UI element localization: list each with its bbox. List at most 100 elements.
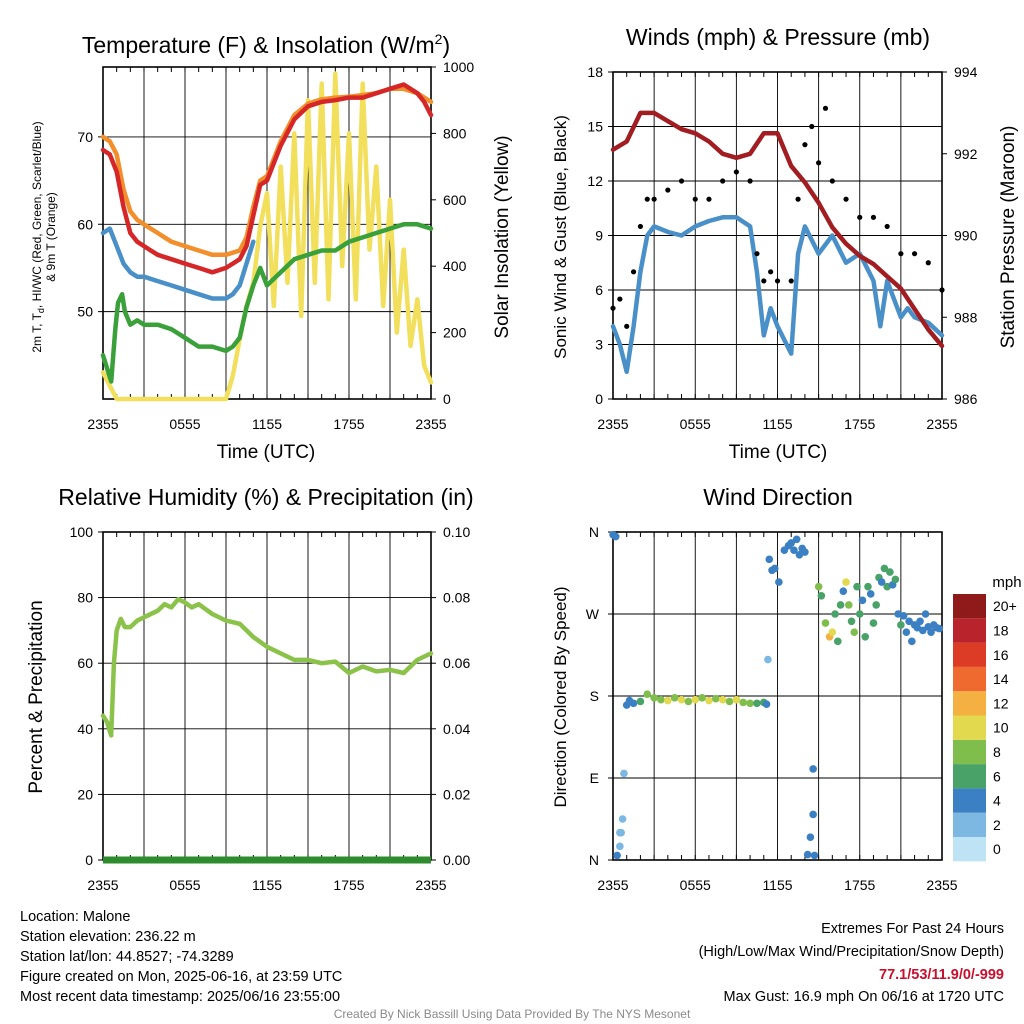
direction-y-tick-label: S (590, 688, 599, 704)
temperature-y-tick-label: 70 (77, 129, 93, 145)
winds-series-gust-point (809, 123, 815, 130)
winds-series-gust-point (678, 178, 685, 184)
direction-point (712, 694, 720, 703)
temperature-xlabel: Time (UTC) (217, 442, 316, 463)
winds-y-tick-label: 12 (587, 173, 603, 189)
winds-series-gust-point (692, 196, 698, 202)
temperature-y-tick-label: 60 (77, 216, 93, 232)
winds-series-gust-point (795, 196, 801, 202)
humidity-y2-tick-label: 0.06 (443, 655, 470, 671)
humidity-x-tick-label: 2355 (415, 877, 446, 893)
humidity-title: Relative Humidity (%) & Precipitation (i… (58, 484, 473, 510)
direction-y-tick-label: E (590, 770, 599, 786)
colorbar-swatch (953, 837, 986, 862)
direction-point (880, 564, 889, 573)
colorbar-label: 16 (993, 647, 1009, 663)
direction-y-tick-label: N (589, 852, 599, 868)
temperature-x-tick-label: 2355 (87, 416, 118, 432)
winds-y-tick-label: 0 (595, 391, 603, 407)
direction-point (803, 850, 812, 859)
colorbar-swatch (953, 594, 986, 619)
direction-point (847, 617, 856, 626)
winds-y-tick-label: 6 (595, 282, 603, 298)
direction-point (643, 690, 652, 698)
winds-x-tick-label: 1755 (844, 416, 875, 432)
direction-point (902, 628, 911, 637)
temperature-x-tick-label: 2355 (415, 416, 446, 432)
direction-point (765, 555, 774, 564)
humidity-y2-tick-label: 0.02 (443, 786, 470, 802)
winds-series-gust-point (774, 278, 781, 284)
direction-point (853, 582, 861, 591)
direction-point (916, 617, 924, 626)
colorbar-swatch (953, 691, 986, 716)
direction-point (814, 582, 823, 591)
direction-point (828, 628, 837, 637)
direction-point (677, 695, 686, 704)
colorbar-label: 8 (993, 744, 1001, 760)
winds-series-gust-point (617, 296, 623, 302)
direction-point (670, 694, 679, 702)
temperature-ylabel-left-line2: & 9m T (Orange) (44, 192, 58, 282)
winds-series-gust-point (747, 178, 753, 184)
winds-title: Winds (mph) & Pressure (mb) (626, 24, 930, 50)
colorbar-swatch (953, 618, 986, 643)
direction-point (705, 696, 713, 705)
temperature-title: Temperature (F) & Insolation (W/m2) (82, 31, 450, 58)
winds-series-gust-point (857, 214, 863, 220)
winds-x-tick-label: 1155 (762, 416, 792, 432)
winds-x-tick-label: 2355 (926, 416, 957, 432)
winds-y-tick-label: 3 (595, 337, 603, 353)
colorbar: 0 2 4 6 8 10 12 14 16 18 20+ (953, 594, 1017, 862)
direction-point (718, 695, 727, 704)
colorbar-label: 20+ (993, 598, 1017, 614)
direction-point (817, 591, 826, 600)
temperature-ylabel-right: Solar Insolation (Yellow) (492, 135, 513, 338)
winds-series-gust-point (761, 278, 767, 284)
direction-point (836, 601, 845, 609)
direction-point (770, 564, 779, 573)
colorbar-label: 2 (993, 817, 1001, 833)
temperature-y2-tick-label: 400 (443, 258, 467, 274)
humidity-y2-tick-label: 0.00 (443, 852, 470, 868)
direction-point (792, 535, 801, 544)
direction-y-tick-label: W (586, 606, 600, 622)
humidity-y-tick-label: 20 (77, 786, 93, 802)
direction-point (684, 697, 693, 706)
winds-series-gust-point (843, 196, 849, 202)
colorbar-swatch (953, 788, 986, 813)
winds-y2-tick-label: 986 (954, 391, 978, 407)
direction-point (698, 694, 706, 702)
winds-series-gust-point (788, 278, 794, 284)
direction-point (919, 626, 927, 635)
humidity-y2-tick-label: 0.08 (443, 590, 470, 606)
direction-point (855, 610, 864, 618)
humidity-y-tick-label: 100 (70, 524, 94, 540)
winds-series-gust-point (768, 269, 774, 275)
temperature-y2-tick-label: 0 (443, 391, 451, 407)
temperature-series-solar-insolation (100, 71, 434, 402)
direction-point (739, 698, 748, 707)
direction-point (809, 810, 817, 819)
winds-series-gust-point (939, 287, 945, 293)
temperature-y2-tick-label: 800 (443, 125, 467, 141)
max-gust: Max Gust: 16.9 mph On 06/16 at 1720 UTC (723, 989, 1004, 1005)
temperature-series-td (100, 222, 434, 384)
winds-series-station-pressure (610, 110, 945, 349)
winds-series-gust-point (754, 251, 760, 257)
temperature-x-tick-label: 0555 (169, 416, 200, 432)
winds-series-gust-point (706, 196, 712, 202)
winds-y2-tick-label: 994 (954, 64, 978, 80)
winds-xlabel: Time (UTC) (729, 442, 828, 463)
humidity-y-tick-label: 80 (77, 590, 93, 606)
winds-series-gust-point (610, 305, 616, 311)
colorbar-title: mph (992, 574, 1021, 591)
direction-axes: 2355 0555 1155 1755 2355 N E S W N (586, 524, 958, 893)
humidity-x-tick-label: 2355 (87, 877, 118, 893)
extremes-title: Extremes For Past 24 Hours (821, 921, 1004, 937)
direction-point (921, 610, 930, 618)
winds-y2-tick-label: 988 (954, 309, 978, 325)
winds-series-gust-point (733, 169, 739, 175)
winds-series-gust-point (884, 223, 890, 230)
direction-point (864, 582, 872, 591)
